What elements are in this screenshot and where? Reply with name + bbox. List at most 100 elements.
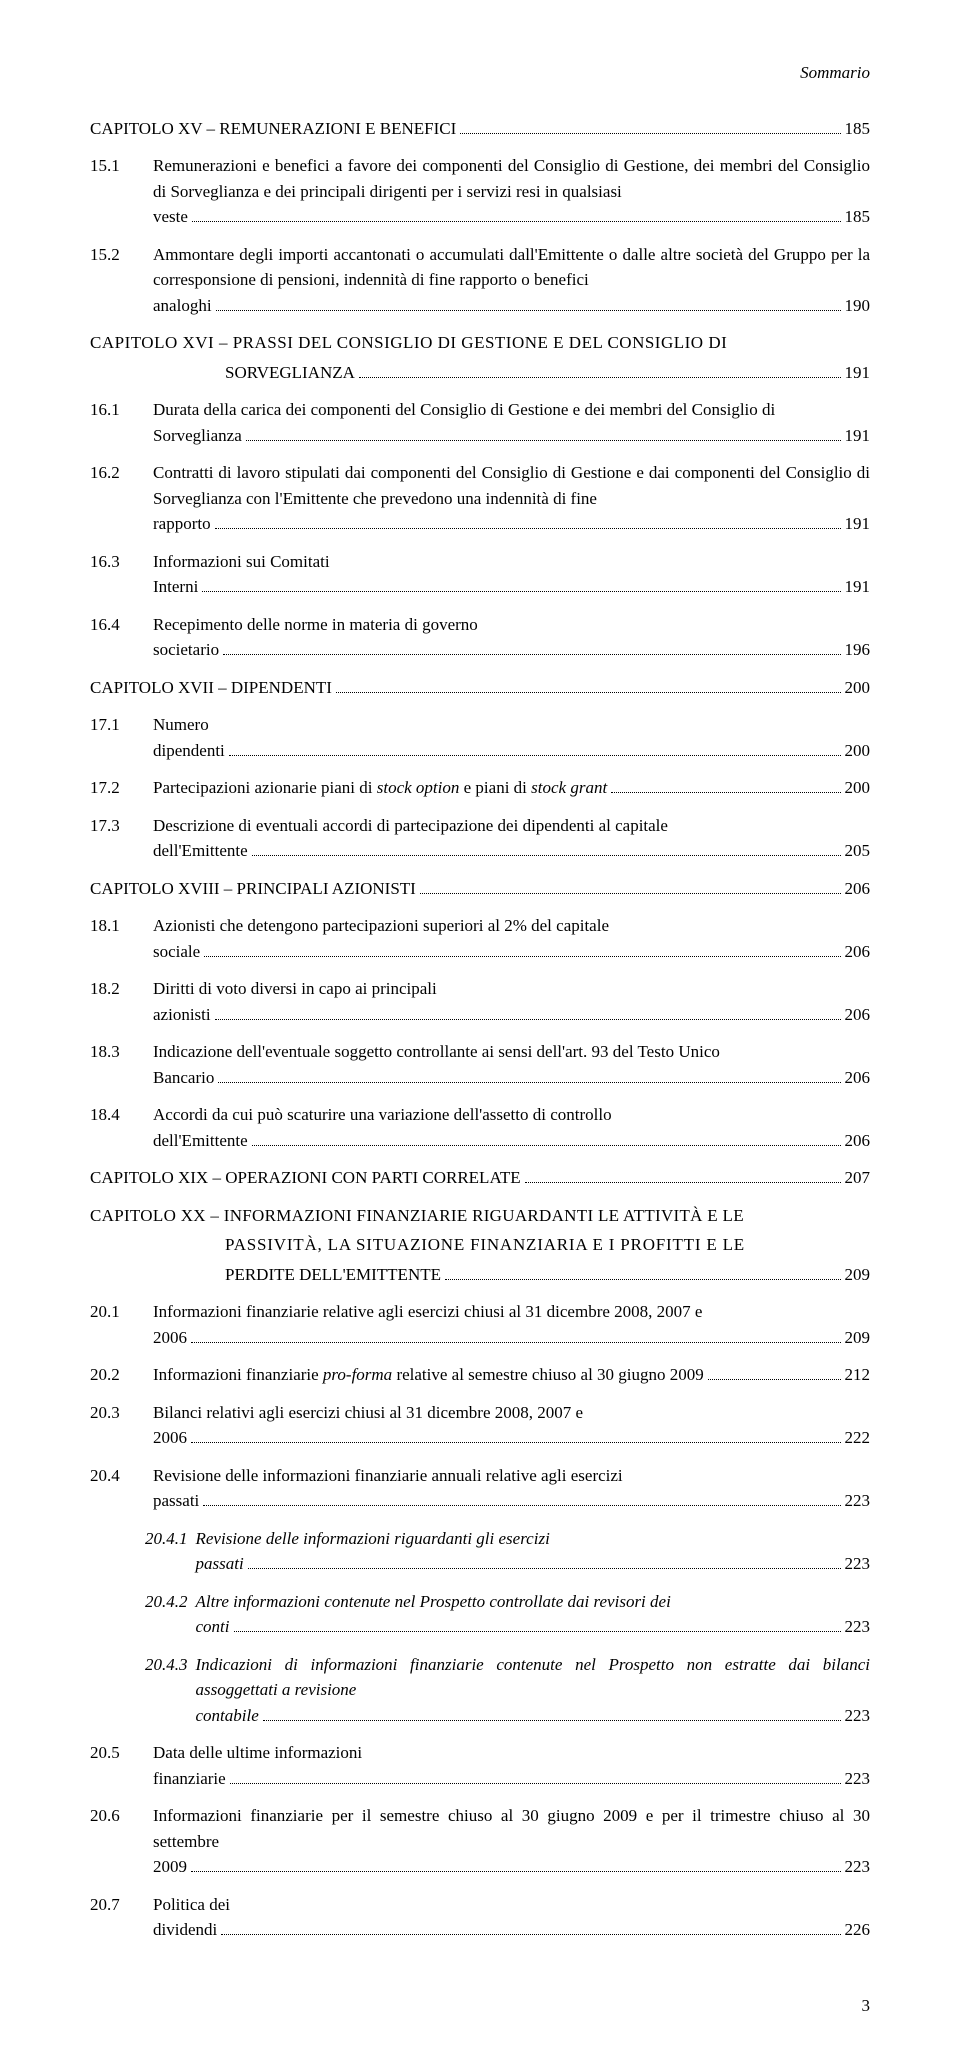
page-number: 3 xyxy=(90,1993,870,2019)
toc-entry: CAPITOLO XVIII – PRINCIPALI AZIONISTI206 xyxy=(90,876,870,902)
toc-entry: 20.4.1 Revisione delle informazioni rigua… xyxy=(90,1526,870,1577)
toc-entry-text: Remunerazioni e benefici a favore dei co… xyxy=(153,153,870,230)
toc-entry-number: 16.3 xyxy=(90,549,145,575)
toc-entry-number: 20.4.1 xyxy=(145,1526,188,1552)
toc-entry-text: Recepimento delle norme in materia di go… xyxy=(153,612,870,663)
toc-entry-text: Descrizione di eventuali accordi di part… xyxy=(153,813,870,864)
toc-leader-dots xyxy=(203,1491,840,1506)
toc-entry: 20.1Informazioni finanziarie relative ag… xyxy=(90,1299,870,1350)
toc-entry-text: CAPITOLO XVI – PRASSI DEL CONSIGLIO DI G… xyxy=(90,330,727,356)
toc-entry: 16.1Durata della carica dei componenti d… xyxy=(90,397,870,448)
toc-entry-text: Revisione delle informazioni finanziarie… xyxy=(153,1463,870,1514)
toc-leader-dots xyxy=(359,362,841,377)
toc-entry: CAPITOLO XX – INFORMAZIONI FINANZIARIE R… xyxy=(90,1203,870,1229)
toc-leader-dots xyxy=(252,1130,841,1145)
toc-page: 223 xyxy=(845,1551,871,1577)
toc-entry: CAPITOLO XVII – DIPENDENTI200 xyxy=(90,675,870,701)
toc-page: 200 xyxy=(845,675,871,701)
toc-entry: 15.1 Remunerazioni e benefici a favore de… xyxy=(90,153,870,230)
toc-page: 191 xyxy=(845,574,871,600)
toc-entry: PASSIVITÀ, LA SITUAZIONE FINANZIARIA E I… xyxy=(90,1232,870,1258)
toc-page: 191 xyxy=(845,423,871,449)
toc-entry-number: 20.2 xyxy=(90,1362,145,1388)
toc-entry-text: Altre informazioni contenute nel Prospet… xyxy=(196,1589,871,1640)
toc-leader-dots xyxy=(192,207,841,222)
toc-leader-dots xyxy=(420,878,841,893)
toc-entry-number: 20.3 xyxy=(90,1400,145,1426)
toc-entry-text: Partecipazioni azionarie piani di stock … xyxy=(153,775,870,801)
toc-entry-text: Indicazioni di informazioni finanziarie … xyxy=(196,1652,871,1729)
toc-entry: 17.2Partecipazioni azionarie piani di st… xyxy=(90,775,870,801)
toc-leader-dots xyxy=(202,577,840,592)
toc-entry: 20.3Bilanci relativi agli esercizi chius… xyxy=(90,1400,870,1451)
toc-leader-dots xyxy=(215,514,841,529)
toc-entry-text: PERDITE DELL'EMITTENTE xyxy=(225,1262,441,1288)
toc-entry-text: CAPITOLO XX – INFORMAZIONI FINANZIARIE R… xyxy=(90,1203,744,1229)
toc-leader-dots xyxy=(216,295,841,310)
toc-page: 206 xyxy=(845,1002,871,1028)
toc-leader-dots xyxy=(252,841,841,856)
toc-entry-text: Informazioni sui ComitatiInterni191 xyxy=(153,549,870,600)
toc-page: 206 xyxy=(845,939,871,965)
toc-entry: 20.7Politica deidividendi226 xyxy=(90,1892,870,1943)
toc-entry: CAPITOLO XV – REMUNERAZIONI E BENEFICI18… xyxy=(90,116,870,142)
toc-page: 223 xyxy=(845,1488,871,1514)
toc-page: 191 xyxy=(845,511,871,537)
toc-entry-number: 20.6 xyxy=(90,1803,145,1829)
toc-leader-dots xyxy=(215,1004,841,1019)
toc-page: 190 xyxy=(845,293,871,319)
toc-leader-dots xyxy=(204,941,840,956)
toc-page: 209 xyxy=(845,1262,871,1288)
toc-page: 206 xyxy=(845,1065,871,1091)
toc-entry-number: 15.2 xyxy=(90,242,145,268)
toc-entry: 20.4.2Altre informazioni contenute nel P… xyxy=(90,1589,870,1640)
toc-entry-number: 16.4 xyxy=(90,612,145,638)
toc-entry-number: 18.3 xyxy=(90,1039,145,1065)
toc-entry: 15.2 Ammontare degli importi accantonati … xyxy=(90,242,870,319)
toc-page: 209 xyxy=(845,1325,871,1351)
toc-entry-text: CAPITOLO XIX – OPERAZIONI CON PARTI CORR… xyxy=(90,1165,521,1191)
toc-entry: 17.1Numerodipendenti200 xyxy=(90,712,870,763)
toc-entry-text: Ammontare degli importi accantonati o ac… xyxy=(153,242,870,319)
toc-entry-text: Data delle ultime informazionifinanziari… xyxy=(153,1740,870,1791)
toc-leader-dots xyxy=(246,425,841,440)
toc-page: 206 xyxy=(845,1128,871,1154)
toc-leader-dots xyxy=(218,1067,840,1082)
toc-entry: 18.1Azionisti che detengono partecipazio… xyxy=(90,913,870,964)
toc-entry-number: 17.3 xyxy=(90,813,145,839)
toc-entry-number: 18.4 xyxy=(90,1102,145,1128)
toc-entry: 16.4 Recepimento delle norme in materia d… xyxy=(90,612,870,663)
toc-entry-text: PASSIVITÀ, LA SITUAZIONE FINANZIARIA E I… xyxy=(225,1232,745,1258)
toc-entry: 16.3 Informazioni sui ComitatiInterni191 xyxy=(90,549,870,600)
toc-entry-text: Informazioni finanziarie per il semestre… xyxy=(153,1803,870,1880)
toc-leader-dots xyxy=(248,1554,841,1569)
toc-page: 226 xyxy=(845,1917,871,1943)
toc-entry-text: Revisione delle informazioni riguardanti… xyxy=(196,1526,871,1577)
toc-entry-text: Indicazione dell'eventuale soggetto cont… xyxy=(153,1039,870,1090)
toc-page: 222 xyxy=(845,1425,871,1451)
toc-leader-dots xyxy=(525,1168,841,1183)
toc-leader-dots xyxy=(336,677,841,692)
toc-page: 223 xyxy=(845,1854,871,1880)
toc-entry-number: 18.2 xyxy=(90,976,145,1002)
toc-entry: 17.3 Descrizione di eventuali accordi di … xyxy=(90,813,870,864)
toc-entry: 18.3 Indicazione dell'eventuale soggetto … xyxy=(90,1039,870,1090)
toc-entry-text: CAPITOLO XVIII – PRINCIPALI AZIONISTI xyxy=(90,876,416,902)
toc-leader-dots xyxy=(611,778,840,793)
toc-entry: 18.4Accordi da cui può scaturire una var… xyxy=(90,1102,870,1153)
toc-entry-text: SORVEGLIANZA xyxy=(225,360,355,386)
toc-leader-dots xyxy=(708,1365,841,1380)
toc-page: 207 xyxy=(845,1165,871,1191)
toc-page: 223 xyxy=(845,1703,871,1729)
toc-entry: 20.4Revisione delle informazioni finanzi… xyxy=(90,1463,870,1514)
toc-leader-dots xyxy=(221,1920,840,1935)
toc-page: 185 xyxy=(845,204,871,230)
toc-page: 191 xyxy=(845,360,871,386)
toc-leader-dots xyxy=(230,1768,841,1783)
toc-entry-number: 15.1 xyxy=(90,153,145,179)
toc-page: 200 xyxy=(845,738,871,764)
toc-entry: CAPITOLO XIX – OPERAZIONI CON PARTI CORR… xyxy=(90,1165,870,1191)
toc-leader-dots xyxy=(445,1264,841,1279)
toc-entry-number: 20.7 xyxy=(90,1892,145,1918)
toc-entry-text: Azionisti che detengono partecipazioni s… xyxy=(153,913,870,964)
